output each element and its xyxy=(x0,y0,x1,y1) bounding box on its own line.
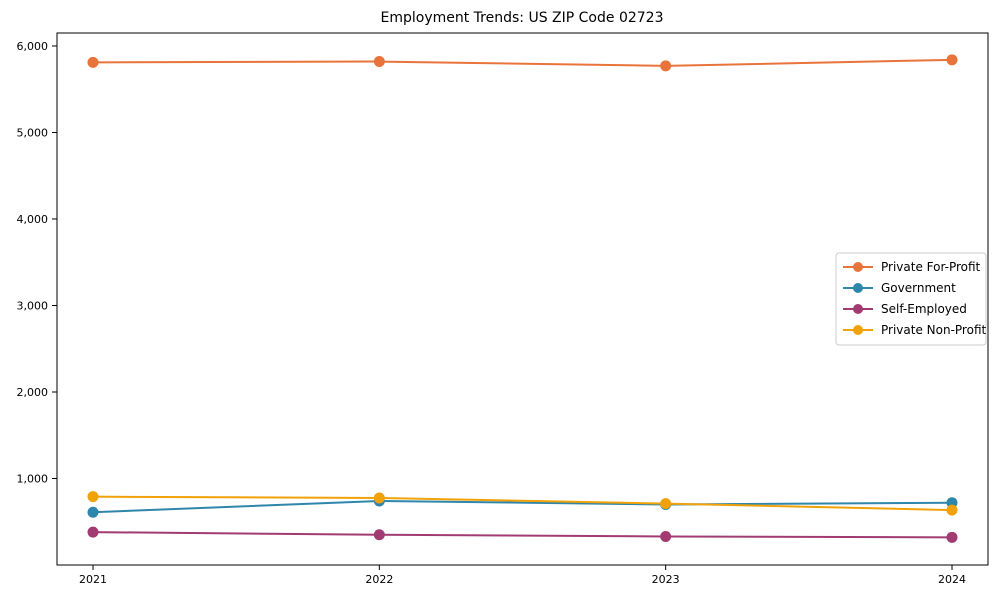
data-point-marker xyxy=(660,60,672,72)
data-point-marker xyxy=(946,54,958,66)
data-point-marker xyxy=(87,526,99,538)
legend-marker-dot xyxy=(853,283,863,293)
series-line xyxy=(92,531,953,539)
y-axis-ticks: 1,000 2,000 3,000 4,000 5,000 6,000 xyxy=(17,40,57,485)
y-tick-label: 5,000 xyxy=(17,126,49,139)
x-axis-ticks: 2021 2022 2023 2024 xyxy=(79,565,966,586)
legend-entry-label: Private Non-Profit xyxy=(881,323,987,337)
data-point-marker xyxy=(946,531,958,543)
data-point-marker xyxy=(373,56,385,68)
x-tick-label: 2022 xyxy=(365,573,393,586)
data-point-marker xyxy=(660,498,672,510)
legend-entry-label: Private For-Profit xyxy=(881,260,981,274)
y-tick-label: 6,000 xyxy=(17,40,49,53)
series-line xyxy=(92,495,953,512)
y-tick-label: 3,000 xyxy=(17,299,49,312)
legend-entry-label: Self-Employed xyxy=(881,302,967,316)
legend-marker-dot xyxy=(853,325,863,335)
legend-marker-dot xyxy=(853,304,863,314)
y-tick-label: 2,000 xyxy=(17,386,49,399)
chart-title: Employment Trends: US ZIP Code 02723 xyxy=(381,10,664,26)
data-point-marker xyxy=(87,491,99,503)
data-point-marker xyxy=(373,492,385,504)
data-point-marker xyxy=(946,504,958,516)
data-point-marker xyxy=(87,506,99,518)
plot-area-border xyxy=(56,32,989,566)
data-point-marker xyxy=(87,56,99,68)
legend-box xyxy=(835,252,987,346)
x-tick-label: 2021 xyxy=(79,573,107,586)
data-point-marker xyxy=(660,530,672,542)
y-tick-label: 1,000 xyxy=(17,472,49,485)
x-tick-label: 2023 xyxy=(652,573,680,586)
x-tick-label: 2024 xyxy=(938,573,966,586)
y-tick-label: 4,000 xyxy=(17,213,49,226)
series-line xyxy=(92,499,953,514)
legend-entry-label: Government xyxy=(881,281,956,295)
series-line xyxy=(92,58,953,67)
legend-marker-dot xyxy=(853,262,863,272)
legend: Private For-Profit Government Self-Employe… xyxy=(835,252,987,346)
data-series-group xyxy=(87,54,958,543)
data-point-marker xyxy=(373,529,385,541)
